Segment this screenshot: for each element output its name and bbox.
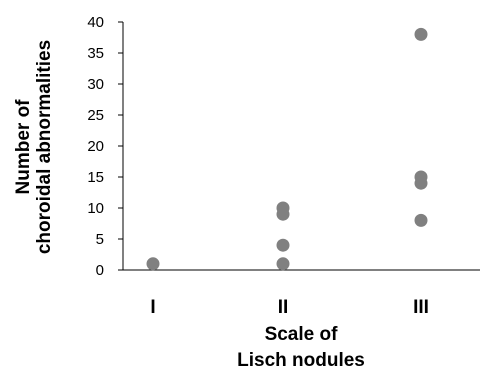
y-axis-title-line2: choroidal abnormalities xyxy=(34,40,55,254)
y-tick-label: 20 xyxy=(87,138,104,155)
y-axis-ticks: 0 5 10 15 20 25 30 35 40 xyxy=(87,14,123,279)
data-point xyxy=(276,257,290,271)
data-points xyxy=(146,27,428,271)
y-tick-label: 25 xyxy=(87,107,104,124)
x-axis-title-line2: Lisch nodules xyxy=(237,350,365,371)
x-axis-categories: I II III xyxy=(150,297,429,318)
y-tick-label: 35 xyxy=(87,45,104,62)
x-category-label: I xyxy=(150,297,155,318)
y-tick-label: 0 xyxy=(96,262,104,279)
y-axis-title: Number of choroidal abnormalities xyxy=(13,40,55,254)
y-tick-label: 15 xyxy=(87,169,104,186)
x-category-label: II xyxy=(278,297,289,318)
y-tick-label: 5 xyxy=(96,231,104,248)
y-tick-label: 40 xyxy=(87,14,104,31)
x-category-label: III xyxy=(413,297,429,318)
data-point xyxy=(276,238,290,252)
y-tick-label: 10 xyxy=(87,200,104,217)
data-point xyxy=(414,213,428,227)
data-point xyxy=(414,27,428,41)
y-axis-title-line1: Number of xyxy=(13,99,34,195)
data-point xyxy=(146,257,160,271)
y-tick-label: 30 xyxy=(87,76,104,93)
x-axis-title-line1: Scale of xyxy=(265,324,339,345)
data-point xyxy=(414,170,428,184)
data-point xyxy=(276,201,290,215)
